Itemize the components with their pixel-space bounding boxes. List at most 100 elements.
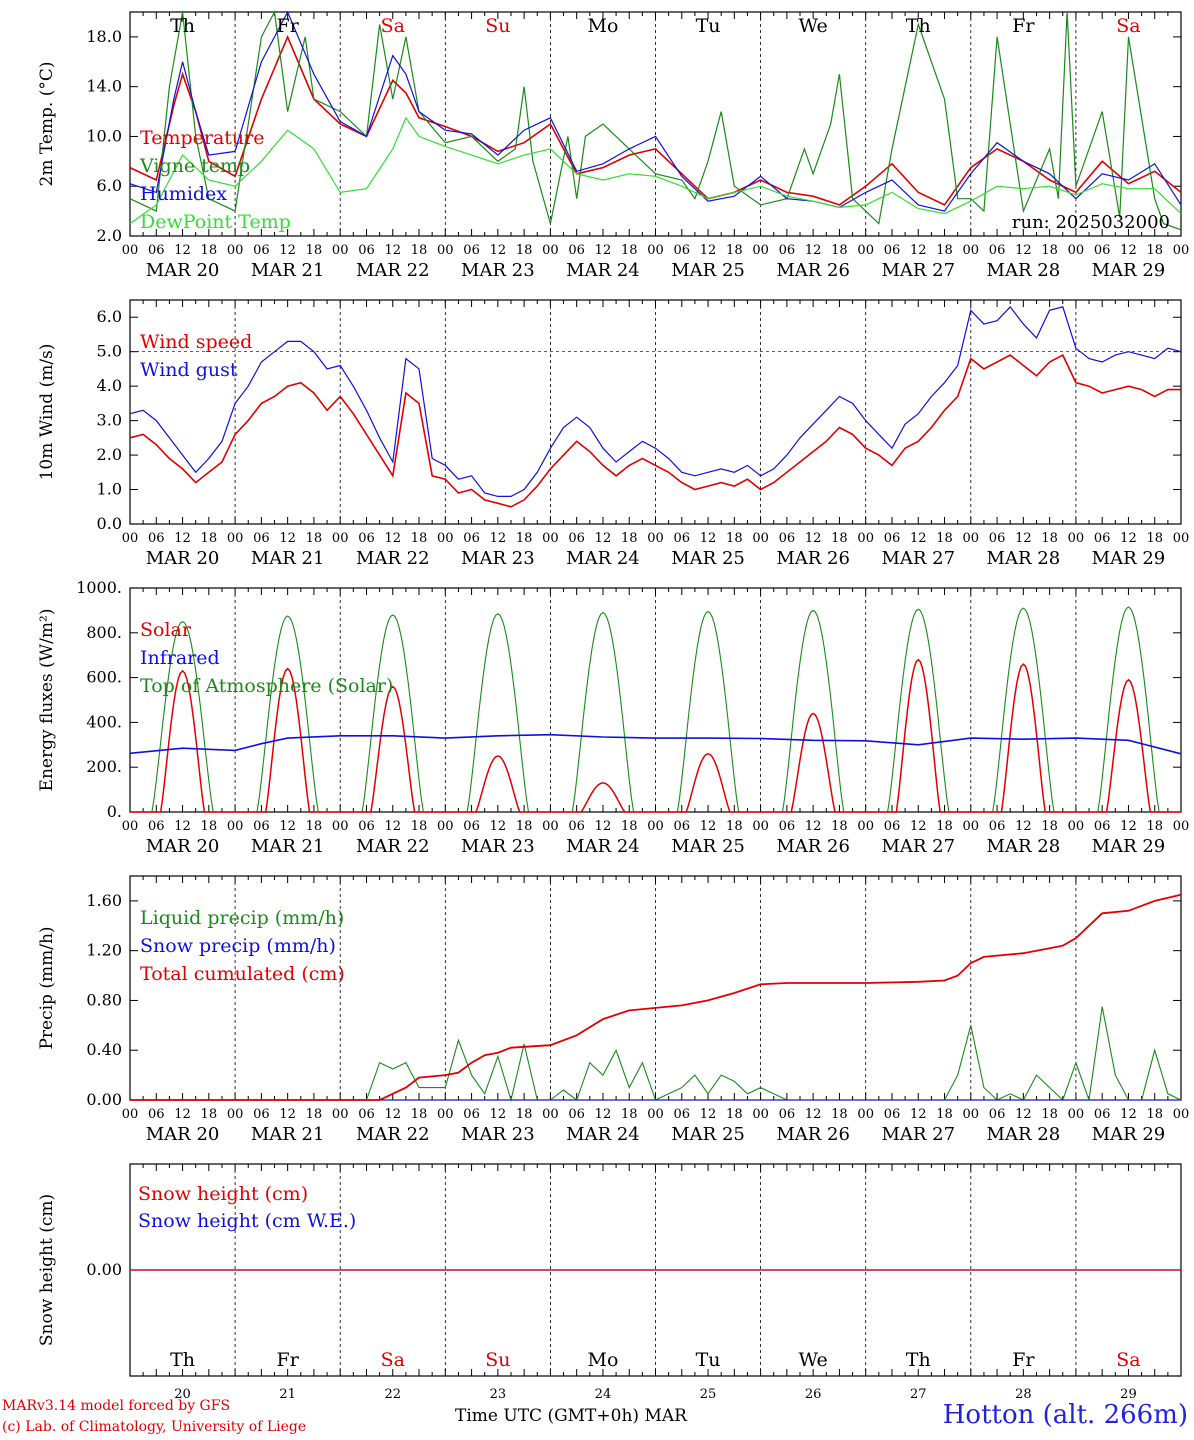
hour-tick-label: 12: [1120, 531, 1137, 546]
hour-tick-label: 06: [568, 243, 585, 258]
run-label: run: 2025032000: [1012, 212, 1170, 233]
weekday-label: Sa: [1116, 15, 1140, 37]
panel-3: 0. 200. 400. 600. 800. 1000. Energy fluxes (W/…: [37, 578, 1189, 857]
hour-tick-label: 18: [726, 1107, 743, 1122]
y-axis-label: Precip (mm/h): [37, 926, 57, 1049]
date-label: MAR 20: [146, 548, 220, 569]
hour-tick-label: 00: [752, 1107, 769, 1122]
hour-tick-label: 12: [279, 819, 296, 834]
weekday-label: Su: [485, 15, 510, 37]
hour-tick-label: 12: [1120, 1107, 1137, 1122]
day-number-label: 21: [279, 1387, 296, 1402]
hour-tick-label: 18: [1041, 531, 1058, 546]
y-tick-label: 18.0: [86, 27, 122, 46]
hour-tick-label: 12: [279, 243, 296, 258]
hour-tick-label: 00: [1173, 1107, 1190, 1122]
hour-tick-label: 06: [1094, 531, 1111, 546]
hour-tick-label: 00: [857, 1107, 874, 1122]
hour-tick-label: 18: [306, 819, 323, 834]
weekday-label: Mo: [587, 15, 618, 37]
hour-tick-label: 12: [700, 243, 717, 258]
hour-tick-label: 12: [595, 819, 612, 834]
hour-tick-label: 00: [437, 1107, 454, 1122]
hour-tick-label: 18: [726, 531, 743, 546]
weekday-label: Sa: [381, 1349, 405, 1371]
hour-tick-label: 00: [227, 819, 244, 834]
date-label: MAR 21: [251, 1124, 325, 1145]
weekday-label: Th: [906, 1349, 931, 1371]
hour-tick-label: 00: [542, 1107, 559, 1122]
legend-entry: Infrared: [140, 647, 220, 669]
hour-tick-label: 06: [568, 1107, 585, 1122]
y-tick-label: 0.00: [86, 1090, 122, 1109]
month-label: MAR: [644, 1406, 687, 1426]
hour-tick-label: 06: [779, 819, 796, 834]
hour-tick-label: 12: [1120, 243, 1137, 258]
y-axis-label: 10m Wind (m/s): [37, 344, 57, 481]
y-tick-label: 0.00: [86, 1260, 122, 1279]
day-number-label: 29: [1120, 1387, 1137, 1402]
date-label: MAR 26: [776, 548, 850, 569]
series-line: [130, 1006, 1182, 1103]
legend-entry: Vigne temp: [139, 155, 250, 177]
date-label: MAR 28: [987, 260, 1061, 281]
weekday-label: We: [799, 1349, 828, 1371]
legend-entry: Solar: [140, 619, 192, 641]
hour-tick-label: 00: [1068, 243, 1085, 258]
y-tick-label: 3.0: [97, 411, 122, 430]
date-label: MAR 27: [881, 1124, 955, 1145]
hour-tick-label: 00: [542, 531, 559, 546]
date-label: MAR 27: [881, 836, 955, 857]
hour-tick-label: 18: [621, 1107, 638, 1122]
hour-tick-label: 06: [674, 819, 691, 834]
hour-tick-label: 00: [1068, 819, 1085, 834]
y-axis-label: Energy fluxes (W/m²): [37, 609, 57, 792]
hour-tick-label: 12: [700, 1107, 717, 1122]
date-label: MAR 29: [1092, 1124, 1166, 1145]
series-line: [129, 354, 1181, 508]
hour-tick-label: 00: [1173, 531, 1190, 546]
weekday-label: Fr: [277, 15, 300, 37]
hour-tick-label: 18: [516, 531, 533, 546]
hour-tick-label: 18: [516, 819, 533, 834]
y-tick-label: 6.0: [97, 307, 122, 326]
hour-tick-label: 12: [910, 243, 927, 258]
date-label: MAR 25: [671, 548, 745, 569]
hour-tick-label: 06: [779, 1107, 796, 1122]
date-label: MAR 25: [671, 260, 745, 281]
hour-tick-label: 06: [253, 531, 270, 546]
panel-frame: [129, 587, 1182, 813]
hour-tick-label: 00: [332, 819, 349, 834]
y-tick-label: 0.: [107, 802, 122, 821]
hour-tick-label: 12: [279, 1107, 296, 1122]
hour-tick-label: 00: [1068, 531, 1085, 546]
date-label: MAR 23: [461, 548, 535, 569]
hour-tick-label: 06: [568, 531, 585, 546]
hour-tick-label: 00: [332, 531, 349, 546]
y-tick-label: 0.80: [86, 990, 122, 1009]
hour-tick-label: 12: [805, 243, 822, 258]
hour-tick-label: 06: [884, 1107, 901, 1122]
hour-tick-label: 12: [805, 1107, 822, 1122]
hour-tick-label: 06: [989, 243, 1006, 258]
time-axis-label: Time UTC (GMT+0h) MAR: [455, 1406, 687, 1426]
hour-tick-label: 06: [358, 531, 375, 546]
hour-tick-label: 00: [647, 1107, 664, 1122]
date-label: MAR 29: [1092, 260, 1166, 281]
hour-tick-label: 18: [1146, 819, 1163, 834]
hour-tick-label: 12: [1015, 531, 1032, 546]
panel-4: 0.00 0.40 0.80 1.20 1.60 Precip (mm/h) Liquid …: [37, 875, 1190, 1145]
hour-tick-label: 06: [148, 243, 165, 258]
hour-tick-label: 12: [384, 531, 401, 546]
hour-tick-label: 18: [831, 531, 848, 546]
hour-tick-label: 06: [989, 531, 1006, 546]
hour-tick-label: 00: [542, 819, 559, 834]
date-label: MAR 25: [671, 1124, 745, 1145]
y-tick-label: 600.: [86, 668, 122, 687]
hour-tick-label: 00: [647, 819, 664, 834]
weekday-label: Su: [485, 1349, 510, 1371]
hour-tick-label: 00: [647, 243, 664, 258]
legend-entry: Wind gust: [140, 359, 238, 381]
hour-tick-label: 12: [700, 819, 717, 834]
